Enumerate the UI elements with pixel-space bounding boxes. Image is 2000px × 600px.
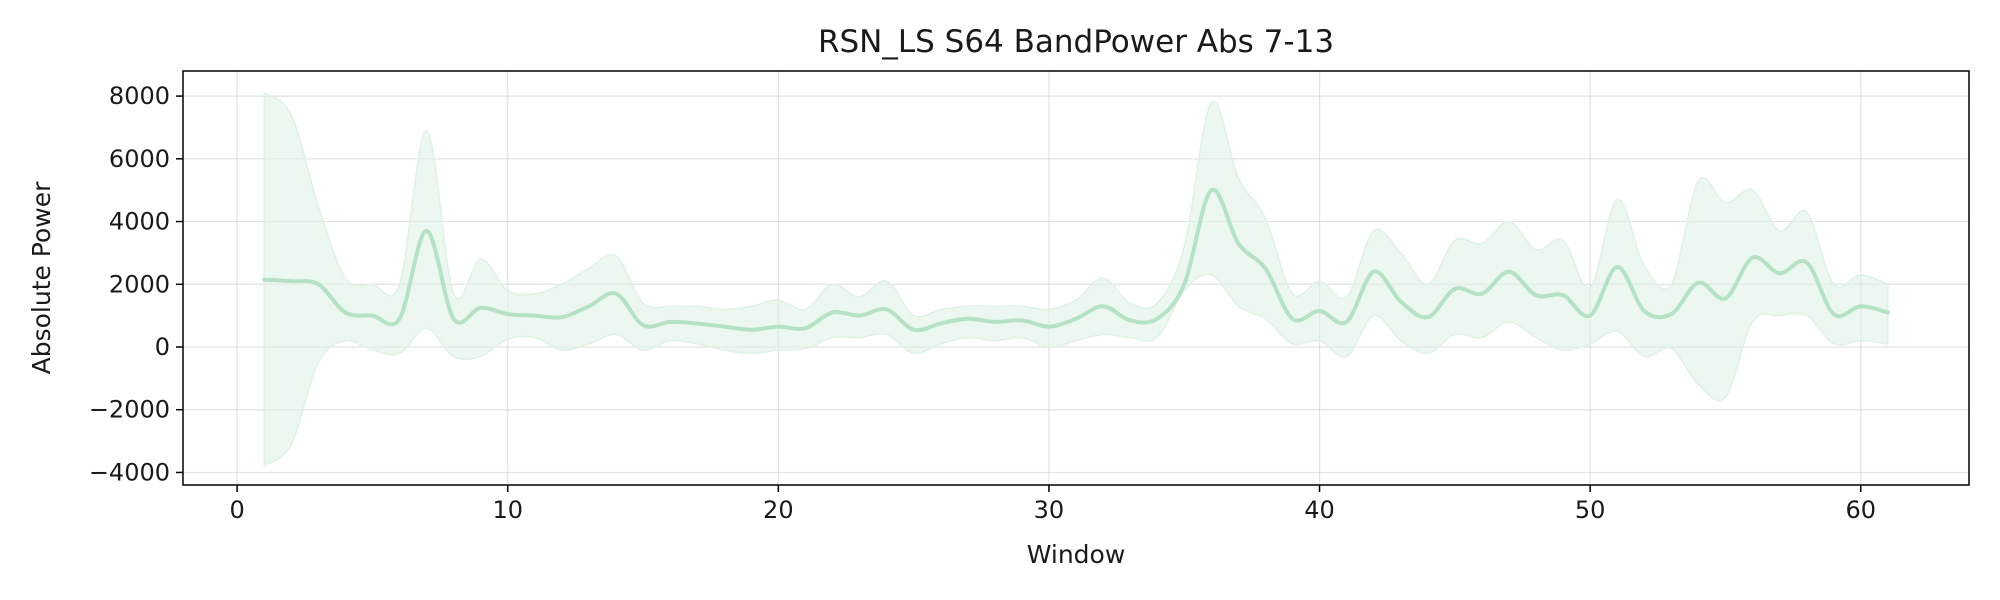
plot-frame: [182, 70, 1970, 486]
x-tick-label: 50: [1575, 496, 1606, 524]
y-tick-label: 2000: [109, 270, 170, 298]
x-tick-label: 30: [1034, 496, 1065, 524]
x-tick-label: 40: [1304, 496, 1335, 524]
y-tick-label: −4000: [89, 458, 170, 486]
y-tick-label: −2000: [89, 396, 170, 424]
x-axis: 0 10 20 30 40 50 60: [229, 485, 1876, 524]
mean-line: [262, 187, 1890, 333]
x-axis-title: Window: [1027, 540, 1126, 569]
y-axis: −4000 −2000 0 2000 4000 6000 8000: [89, 82, 183, 486]
y-tick-label: 0: [155, 333, 170, 361]
y-axis-title: Absolute Power: [27, 181, 56, 375]
x-tick-label: 0: [229, 496, 244, 524]
x-tick-label: 10: [492, 496, 523, 524]
y-tick-label: 8000: [109, 82, 170, 110]
confidence-band: [263, 91, 1889, 468]
chart-title: RSN_LS S64 BandPower Abs 7-13: [818, 24, 1334, 60]
y-tick-label: 4000: [109, 208, 170, 236]
y-tick-label: 6000: [109, 145, 170, 173]
x-tick-label: 20: [763, 496, 794, 524]
x-tick-label: 60: [1845, 496, 1876, 524]
